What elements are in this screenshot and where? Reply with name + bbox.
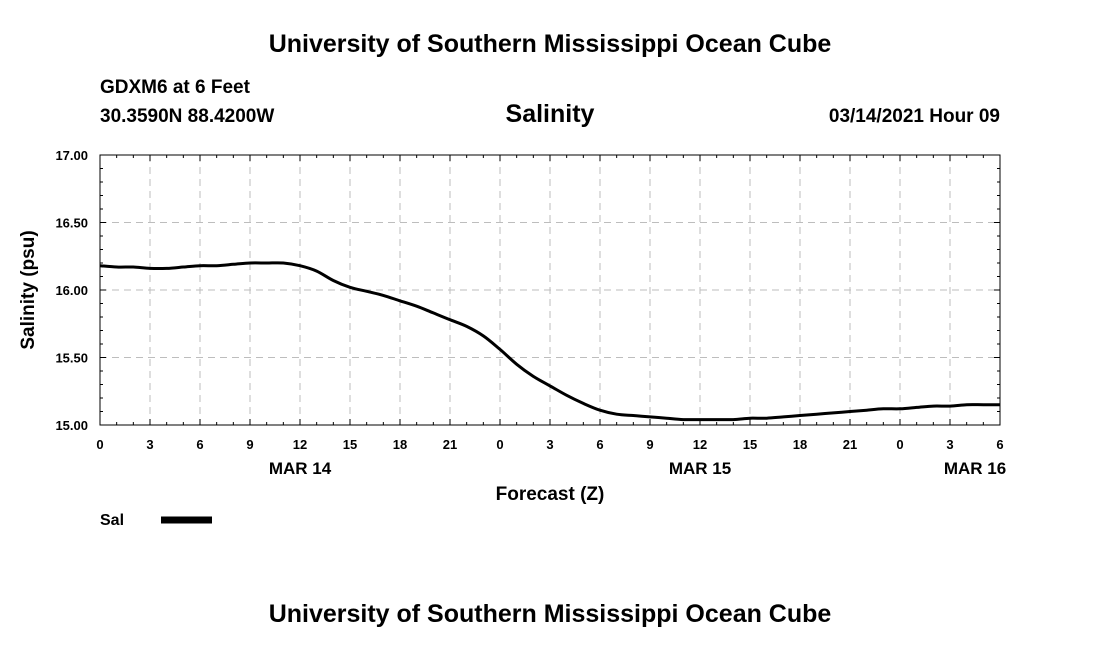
- x-tick-label: 6: [196, 437, 203, 452]
- x-tick-label: 21: [443, 437, 457, 452]
- top-title: University of Southern Mississippi Ocean…: [268, 30, 832, 58]
- x-tick-label: 12: [693, 437, 707, 452]
- y-tick-label: 16.50: [55, 216, 88, 231]
- x-axis-title: Forecast (Z): [496, 484, 605, 505]
- y-tick-label: 16.00: [55, 283, 88, 298]
- x-tick-label: 18: [393, 437, 407, 452]
- date-label: MAR 14: [269, 459, 332, 478]
- x-tick-label: 0: [96, 437, 103, 452]
- x-tick-label: 15: [343, 437, 357, 452]
- tick-labels: 0 3 6 9 12 15 18 21 0 3 6 9 12 15 18 21 0 3 6 15.00 15.50 16.…: [55, 148, 1006, 478]
- y-axis-title: Salinity (psu): [18, 230, 39, 349]
- coordinates-label: 30.3590N 88.4200W: [100, 106, 275, 127]
- chart-title: Salinity: [505, 100, 595, 128]
- series-line-sal: [99, 261, 1000, 422]
- x-tick-label: 0: [496, 437, 503, 452]
- x-tick-label: 12: [293, 437, 307, 452]
- x-tick-label: 9: [646, 437, 653, 452]
- grid-lines: [100, 155, 1000, 425]
- x-tick-label: 0: [896, 437, 903, 452]
- date-label: MAR 15: [669, 459, 731, 478]
- x-tick-label: 21: [843, 437, 857, 452]
- y-tick-label: 15.50: [55, 351, 88, 366]
- x-tick-label: 6: [596, 437, 603, 452]
- bottom-title: University of Southern Mississippi Ocean…: [268, 600, 832, 628]
- x-tick-label: 15: [743, 437, 757, 452]
- x-tick-label: 18: [793, 437, 807, 452]
- x-tick-label: 3: [146, 437, 153, 452]
- legend: Sal: [100, 512, 212, 529]
- legend-label: Sal: [100, 512, 124, 529]
- station-label: GDXM6 at 6 Feet: [100, 77, 250, 98]
- series-group: [99, 261, 1000, 422]
- forecast-datetime: 03/14/2021 Hour 09: [828, 106, 1000, 127]
- x-tick-label: 3: [546, 437, 553, 452]
- tick-marks: [99, 154, 1001, 426]
- x-tick-label: 3: [946, 437, 953, 452]
- y-tick-label: 17.00: [55, 148, 88, 163]
- x-tick-label: 6: [996, 437, 1003, 452]
- y-tick-label: 15.00: [55, 418, 88, 433]
- x-tick-label: 9: [246, 437, 253, 452]
- date-label: MAR 16: [944, 459, 1006, 478]
